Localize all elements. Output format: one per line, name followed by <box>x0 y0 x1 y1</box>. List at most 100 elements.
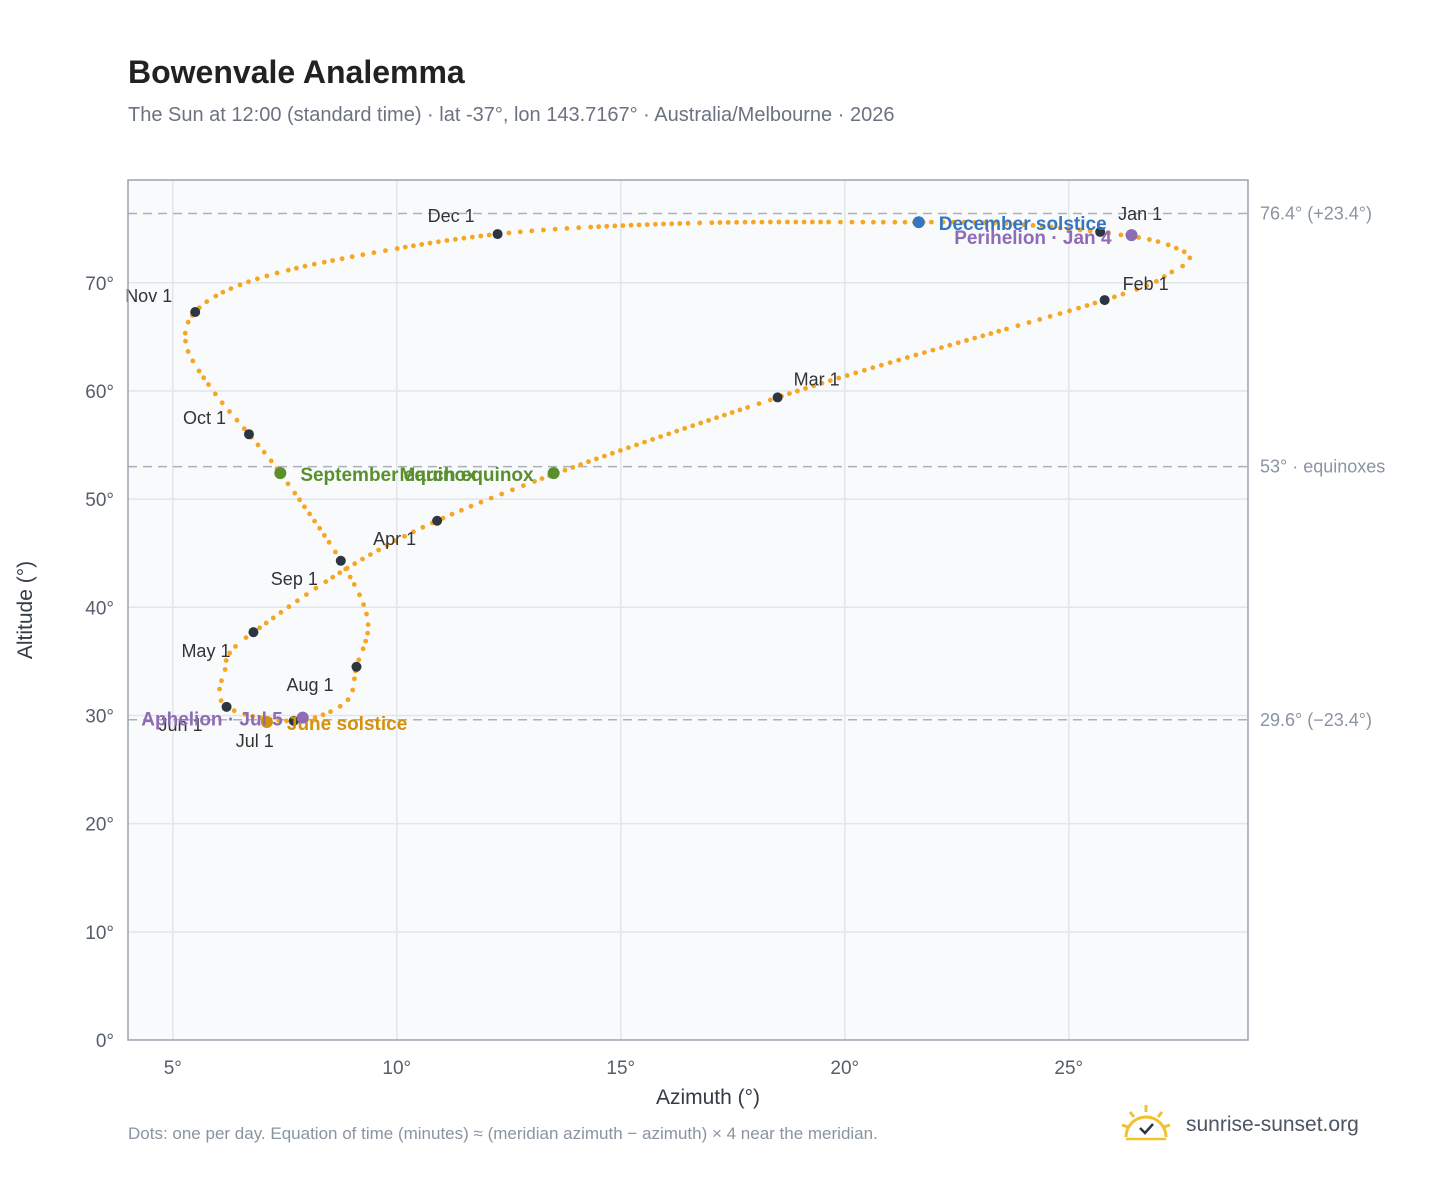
daily-dot <box>870 365 876 371</box>
event-marker <box>260 715 273 728</box>
daily-dot <box>347 574 353 580</box>
daily-dot <box>468 503 474 509</box>
daily-dot <box>268 458 274 464</box>
daily-dot <box>922 350 927 355</box>
daily-dot <box>1066 226 1071 232</box>
daily-dot <box>849 219 855 225</box>
daily-dot <box>1057 311 1063 316</box>
daily-dot <box>610 450 615 456</box>
daily-dot <box>596 224 602 230</box>
y-axis-title: Altitude (°) <box>14 561 37 659</box>
daily-dot <box>212 391 218 397</box>
month-marker <box>248 627 259 638</box>
daily-dot <box>263 620 269 626</box>
daily-dot <box>185 349 191 354</box>
daily-dot <box>383 248 388 254</box>
daily-dot <box>767 397 773 403</box>
month-marker <box>335 555 346 566</box>
daily-dot <box>204 299 210 305</box>
daily-dot <box>896 357 902 363</box>
daily-dot <box>313 585 319 591</box>
daily-dot <box>1076 305 1081 311</box>
daily-dot <box>286 604 292 610</box>
daily-dot <box>1144 283 1150 288</box>
daily-dot <box>350 687 356 693</box>
daily-dot <box>826 219 831 225</box>
daily-dot <box>469 234 475 240</box>
daily-dot <box>411 529 416 535</box>
daily-dot <box>302 504 307 510</box>
daily-dot <box>317 525 322 531</box>
month-marker-label: Oct 1 <box>183 408 226 428</box>
daily-dot <box>1026 320 1032 325</box>
daily-dot <box>578 462 583 467</box>
daily-dot <box>302 263 308 269</box>
daily-dot <box>364 611 369 617</box>
grid-lines <box>128 180 1248 1040</box>
daily-dot <box>628 222 634 228</box>
daily-dot <box>356 657 362 663</box>
daily-dot <box>276 717 281 723</box>
daily-dot <box>227 409 232 414</box>
daily-dot <box>785 219 790 225</box>
daily-dot <box>971 220 977 225</box>
daily-dot <box>972 335 978 341</box>
daily-dot <box>642 439 647 445</box>
daily-dot <box>860 219 866 225</box>
event-marker <box>296 711 309 724</box>
daily-dot <box>218 698 224 703</box>
daily-dot <box>436 239 441 245</box>
month-marker-label: Aug 1 <box>286 675 333 695</box>
month-marker-label: Jul 1 <box>236 731 274 751</box>
daily-dot <box>626 445 631 451</box>
daily-dot <box>521 483 526 488</box>
daily-dot <box>411 243 416 249</box>
daily-dot <box>453 236 458 242</box>
daily-dot <box>486 232 492 238</box>
daily-dot <box>819 380 825 386</box>
daily-dot <box>756 401 762 406</box>
daily-dot <box>759 219 765 225</box>
daily-dot <box>722 412 727 418</box>
daily-dot <box>351 582 357 587</box>
month-marker-label: May 1 <box>181 641 230 661</box>
daily-dot <box>219 678 224 684</box>
daily-dot <box>228 286 234 291</box>
month-marker-label: Sep 1 <box>271 569 318 589</box>
daily-dot <box>419 242 425 247</box>
daily-dot <box>1030 223 1036 228</box>
daily-dot <box>357 592 362 598</box>
daily-dot <box>206 382 211 387</box>
daily-dot <box>745 405 750 410</box>
daily-dot <box>506 230 512 236</box>
daily-dot <box>242 711 248 717</box>
daily-dot <box>1012 221 1018 227</box>
daily-dot <box>330 258 335 263</box>
daily-dot <box>861 367 867 373</box>
daily-dot <box>311 261 317 267</box>
daily-dot <box>742 219 748 225</box>
daily-dot <box>902 219 908 225</box>
brand[interactable]: sunrise-sunset.org <box>1120 1100 1359 1150</box>
daily-dot <box>333 549 338 555</box>
daily-dot <box>1057 225 1063 231</box>
daily-dot <box>1037 317 1043 322</box>
daily-dot <box>880 219 886 225</box>
month-marker-label: Jun 1 <box>159 715 203 735</box>
month-marker <box>1095 226 1106 237</box>
event-label: September equinox <box>300 465 477 486</box>
daily-dot <box>183 338 188 344</box>
daily-dot <box>1067 308 1072 314</box>
daily-dot <box>1180 263 1185 269</box>
daily-dot <box>1084 303 1090 308</box>
daily-dot <box>529 228 535 234</box>
daily-dot <box>345 697 351 703</box>
month-marker <box>772 392 783 403</box>
daily-dot <box>337 570 343 576</box>
daily-dot <box>478 233 484 239</box>
daily-dot <box>981 220 987 226</box>
event-marker <box>912 216 925 229</box>
reference-line-label: 29.6° (−23.4°) <box>1260 710 1372 730</box>
daily-dot <box>653 221 658 227</box>
daily-dot <box>706 418 711 423</box>
